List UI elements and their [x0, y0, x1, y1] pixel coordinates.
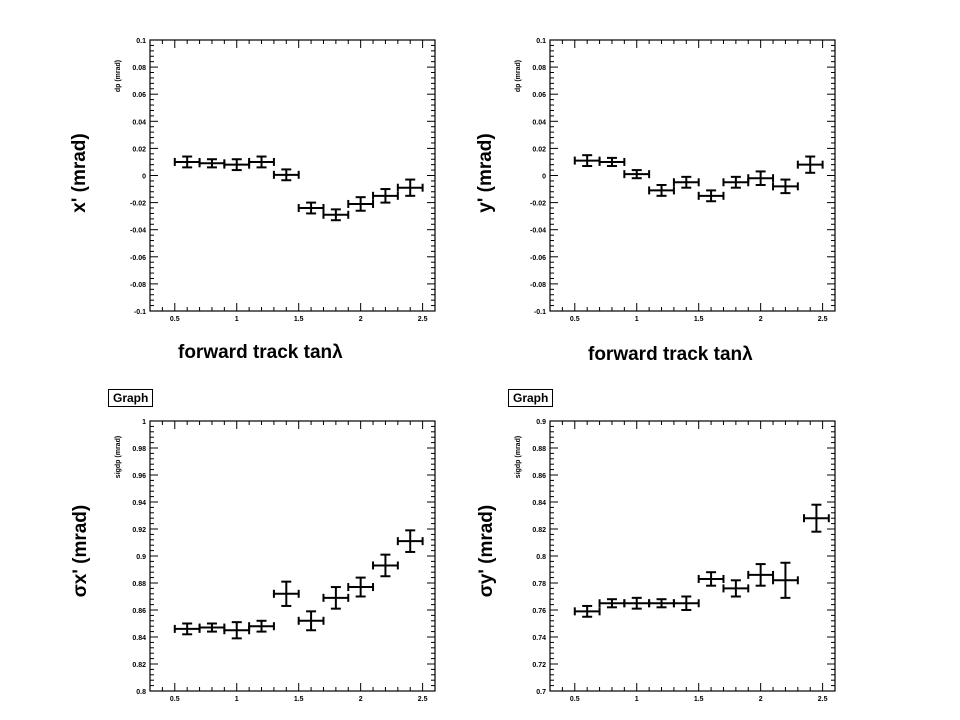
top-right-xtick-label: 1 [635, 316, 639, 323]
bottom-left-ytick-label: 0.96 [132, 473, 146, 480]
top-left-ytick-label: 0 [142, 174, 146, 181]
top-right-ytick-label: -0.1 [534, 309, 546, 316]
bottom-left-ytick-label: 0.8 [136, 689, 146, 696]
top-right-ytick-label: 0.04 [532, 119, 546, 126]
top-left-ytick-label: -0.04 [130, 228, 146, 235]
top-left-inner-ylabel: dp (mrad) [115, 60, 122, 92]
top-right-ytick-label: 0.02 [532, 146, 546, 153]
top-right-xtick-label: 1.5 [694, 316, 704, 323]
bottom-left-ytick-label: 0.9 [136, 554, 146, 561]
bottom-right-xtick-label: 1 [635, 696, 639, 703]
bottom-right-ytick-label: 0.76 [532, 608, 546, 615]
bottom-right-xtick-label: 2 [759, 696, 763, 703]
bottom-left-xtick-label: 1.5 [294, 696, 304, 703]
top-right-xtick-label: 2.5 [818, 316, 828, 323]
top-left-ytick-label: -0.08 [130, 282, 146, 289]
bottom-right-xtick-label: 0.5 [570, 696, 580, 703]
bottom-left-ytick-label: 0.98 [132, 446, 146, 453]
bottom-right-ytick-label: 0.8 [536, 554, 546, 561]
bottom-right-ytick-label: 0.9 [536, 419, 546, 426]
bottom-left-xtick-label: 0.5 [170, 696, 180, 703]
bottom-right-inner-ylabel: sigdp (mrad) [515, 436, 522, 478]
bottom-left-ytick-label: 0.84 [132, 635, 146, 642]
bottom-left-xtick-label: 2 [359, 696, 363, 703]
top-left-ytick-label: 0.04 [132, 119, 146, 126]
bottom-right-plot-frame [549, 420, 836, 692]
top-left-ytick-label: -0.1 [134, 309, 146, 316]
bottom-left-ytick-label: 0.88 [132, 581, 146, 588]
bottom-right-ytick-label: 0.72 [532, 662, 546, 669]
top-left-ytick-label: 0.06 [132, 92, 146, 99]
bottom-left-ytick-label: 0.94 [132, 500, 146, 507]
bottom-right-ytick-label: 0.78 [532, 581, 546, 588]
top-left-xtick-label: 2 [359, 316, 363, 323]
bottom-left-xtick-label: 2.5 [418, 696, 428, 703]
top-right-ytick-label: 0.08 [532, 65, 546, 72]
bottom-left-inner-ylabel: sigdp (mrad) [115, 436, 122, 478]
bottom-left-ytick-label: 0.86 [132, 608, 146, 615]
top-right-plot-frame [549, 39, 836, 312]
top-left-outer-ylabel: x' (mrad) [69, 133, 90, 213]
top-right-xtick-label: 0.5 [570, 316, 580, 323]
top-left-xtick-label: 1.5 [294, 316, 304, 323]
top-right-ytick-label: -0.02 [530, 201, 546, 208]
bottom-right-ytick-label: 0.74 [532, 635, 546, 642]
bottom-right-ytick-label: 0.84 [532, 500, 546, 507]
top-right-xlabel: forward track tanλ [588, 344, 753, 365]
top-right-ytick-label: 0 [542, 174, 546, 181]
bottom-right-ytick-label: 0.7 [536, 689, 546, 696]
bottom-left-ytick-label: 0.82 [132, 662, 146, 669]
bottom-right-ytick-label: 0.82 [532, 527, 546, 534]
top-left-ytick-label: -0.06 [130, 255, 146, 262]
bottom-right-graph-box: Graph [508, 389, 554, 407]
top-right-xtick-label: 2 [759, 316, 763, 323]
top-left-xtick-label: 1 [235, 316, 239, 323]
top-left-ytick-label: 0.1 [136, 38, 146, 45]
top-right-outer-ylabel: y' (mrad) [475, 133, 496, 213]
top-right-ytick-label: -0.08 [530, 282, 546, 289]
top-left-xlabel: forward track tanλ [178, 342, 343, 363]
bottom-right-xtick-label: 2.5 [818, 696, 828, 703]
bottom-left-plot-frame [149, 420, 436, 692]
bottom-left-xtick-label: 1 [235, 696, 239, 703]
bottom-left-ytick-label: 1 [142, 419, 146, 426]
top-right-ytick-label: -0.06 [530, 255, 546, 262]
bottom-left-ytick-label: 0.92 [132, 527, 146, 534]
top-right-inner-ylabel: dp (mrad) [515, 60, 522, 92]
bottom-right-outer-ylabel: σy' (mrad) [476, 504, 497, 598]
top-left-ytick-label: 0.02 [132, 146, 146, 153]
top-left-xtick-label: 0.5 [170, 316, 180, 323]
top-right-ytick-label: 0.06 [532, 92, 546, 99]
top-left-xtick-label: 2.5 [418, 316, 428, 323]
top-right-ytick-label: 0.1 [536, 38, 546, 45]
top-left-ytick-label: 0.08 [132, 65, 146, 72]
bottom-right-xtick-label: 1.5 [694, 696, 704, 703]
top-right-ytick-label: -0.04 [530, 228, 546, 235]
bottom-left-graph-box: Graph [108, 389, 154, 407]
bottom-right-ytick-label: 0.86 [532, 473, 546, 480]
top-left-ytick-label: -0.02 [130, 201, 146, 208]
bottom-right-ytick-label: 0.88 [532, 446, 546, 453]
bottom-left-outer-ylabel: σx' (mrad) [70, 504, 91, 598]
